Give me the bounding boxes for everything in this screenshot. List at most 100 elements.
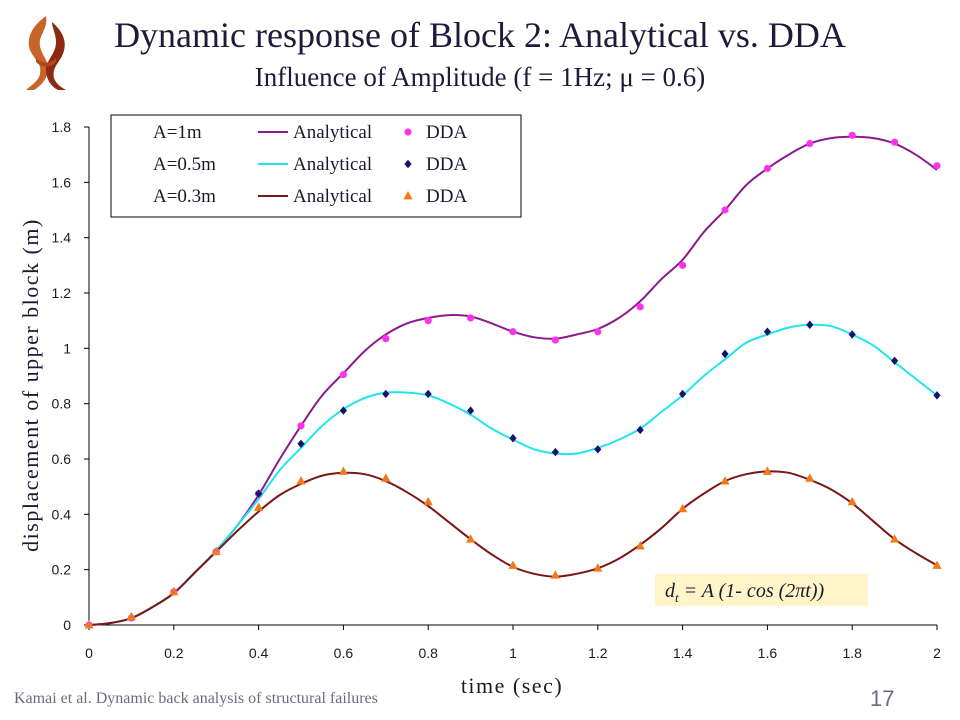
legend-marker-swatch (403, 191, 413, 200)
dda-point-2 (254, 502, 264, 511)
dda-point-2 (593, 563, 603, 572)
y-tick-label: 0.6 (52, 451, 72, 467)
dda-point-0 (763, 164, 772, 173)
dda-point-1 (891, 356, 899, 365)
x-tick-label: 1.6 (758, 645, 778, 661)
y-tick-label: 1.8 (52, 119, 72, 135)
legend-marker-swatch (404, 128, 412, 136)
legend-analytical-label: Analytical (293, 186, 372, 207)
legend-box (110, 114, 522, 218)
dda-point-0 (551, 336, 560, 344)
dda-point-2 (381, 473, 391, 482)
dda-point-1 (933, 391, 941, 400)
x-tick-label: 0.4 (249, 645, 269, 661)
y-tick-label: 1.6 (52, 174, 72, 190)
legend-marker-swatch (404, 159, 412, 169)
formula-d: d (665, 580, 676, 602)
legend: A=1m Analytical DDA A=0.5m Analytical DDA A=0.… (110, 114, 522, 218)
dda-point-2 (423, 496, 433, 506)
x-tick-label: 2 (933, 645, 941, 661)
citation-footer: Kamai et al. Dynamic back analysis of st… (14, 690, 378, 707)
dda-point-0 (636, 303, 644, 311)
dda-point-0 (933, 162, 941, 170)
legend-dda-label: DDA (426, 186, 467, 207)
legend-amplitude-label: A=0.5m (153, 154, 216, 175)
x-tick-label: 0.2 (164, 645, 184, 661)
x-axis-label: time (sec) (461, 673, 563, 698)
dda-point-1 (297, 439, 305, 448)
x-tick-label: 1 (509, 645, 517, 661)
slide-subtitle: Influence of Amplitude (f = 1Hz; μ = 0.6… (254, 62, 706, 92)
dda-point-1 (636, 425, 644, 435)
dda-point-2 (169, 586, 179, 596)
formula-box (655, 574, 868, 606)
formula-rest: = A (1- cos (2πt)) (679, 580, 825, 602)
y-tick-label: 1 (63, 340, 71, 356)
dda-point-1 (255, 489, 263, 498)
dda-point-1 (339, 406, 347, 415)
dda-point-0 (339, 371, 347, 379)
y-tick-label: 0.4 (52, 506, 72, 522)
dda-point-2 (678, 503, 688, 513)
dda-point-1 (721, 349, 729, 359)
dda-point-0 (297, 422, 305, 430)
legend-analytical-label: Analytical (293, 122, 372, 143)
axis-ticks: 0 0.2 0.4 0.6 0.8 1 1.2 1.4 1.6 1.8 2 0 0.2 0.4 0.6 0.8… (52, 119, 942, 661)
legend-dda-label: DDA (426, 122, 467, 143)
legend-dda-label: DDA (426, 154, 467, 175)
dda-point-2 (296, 476, 306, 485)
dda-point-0 (891, 138, 899, 146)
dda-point-1 (509, 434, 517, 443)
dda-point-0 (806, 140, 814, 148)
dda-point-0 (721, 206, 729, 214)
dda-point-1 (806, 320, 814, 330)
dda-point-1 (763, 327, 771, 336)
x-tick-label: 1.8 (842, 645, 862, 661)
dda-point-1 (848, 330, 856, 339)
dda-point-2 (720, 476, 730, 485)
dda-point-2 (84, 620, 94, 629)
dda-point-2 (805, 473, 815, 482)
dda-point-2 (890, 534, 900, 543)
x-tick-label: 1.2 (588, 645, 608, 661)
university-flame-logo-icon (26, 16, 66, 90)
dda-point-2 (508, 560, 518, 569)
legend-amplitude-label: A=0.3m (153, 186, 216, 207)
dda-point-0 (424, 317, 432, 325)
y-tick-label: 1.4 (52, 230, 72, 246)
dda-point-0 (467, 314, 475, 322)
dda-point-2 (550, 570, 560, 579)
dda-point-2 (126, 611, 136, 621)
dda-markers (84, 131, 942, 629)
x-tick-label: 0.8 (418, 645, 438, 661)
dda-point-1 (424, 389, 432, 399)
dda-point-1 (551, 447, 559, 457)
dda-point-1 (382, 389, 390, 399)
page-number: 17 (870, 686, 895, 711)
formula-subscript: t (675, 590, 679, 605)
dda-point-1 (467, 406, 475, 415)
dda-point-2 (466, 534, 476, 543)
legend-analytical-label: Analytical (293, 154, 372, 175)
y-axis-label: displacement of upper block (m) (18, 218, 43, 552)
formula-text: dt = A (1- cos (2πt)) (665, 580, 824, 605)
slide-title: Dynamic response of Block 2: Analytical … (114, 15, 846, 55)
x-tick-label: 0.6 (334, 645, 354, 661)
dda-point-0 (594, 328, 602, 336)
dda-point-2 (847, 496, 857, 506)
x-tick-label: 1.4 (673, 645, 693, 661)
dda-point-0 (848, 131, 856, 139)
dda-point-2 (211, 546, 221, 556)
y-tick-label: 0 (63, 617, 71, 633)
dda-point-0 (382, 335, 390, 343)
dda-point-1 (679, 389, 687, 399)
dda-point-2 (338, 466, 348, 475)
dda-point-0 (509, 328, 517, 336)
formula-annotation: dt = A (1- cos (2πt)) (655, 574, 868, 606)
dda-point-2 (635, 541, 645, 550)
dda-point-1 (594, 445, 602, 454)
dda-point-2 (762, 466, 772, 475)
x-tick-label: 0 (85, 645, 93, 661)
y-tick-label: 0.2 (52, 562, 72, 578)
